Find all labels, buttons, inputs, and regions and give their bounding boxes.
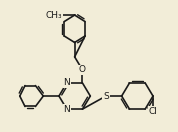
Text: N: N [63,105,70,114]
Text: Cl: Cl [149,107,157,116]
Text: CH₃: CH₃ [45,11,62,20]
Text: S: S [103,91,109,101]
Text: N: N [63,79,70,88]
Text: O: O [79,65,86,74]
